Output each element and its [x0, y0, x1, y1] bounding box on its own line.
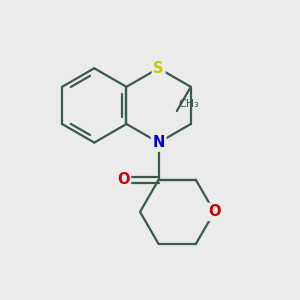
Text: O: O	[117, 172, 130, 187]
Text: CH₃: CH₃	[179, 99, 200, 109]
Text: S: S	[153, 61, 164, 76]
Text: O: O	[208, 204, 220, 219]
Text: N: N	[152, 135, 165, 150]
